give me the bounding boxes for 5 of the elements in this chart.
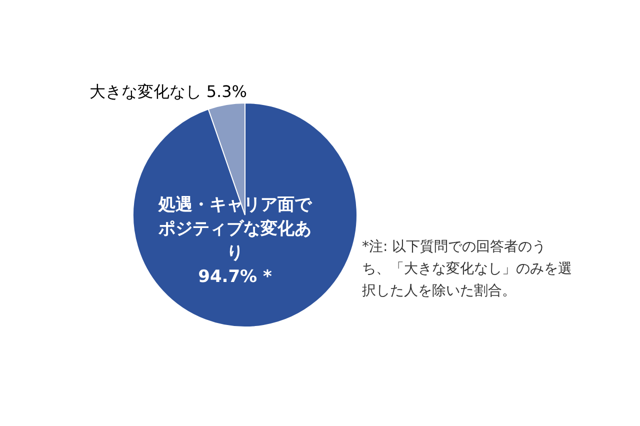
slice-label: 大きな変化なし 5.3% [89, 82, 247, 101]
text: *注: 以下質問での回答者のうち、「大きな変化なし」のみを選択した人を除いた割合。 [362, 239, 572, 299]
slice-label: 処遇・キャリア面でポジティブな変化あり [158, 195, 312, 263]
pie-slice [132, 102, 358, 328]
data-label: 94.7% * [198, 267, 272, 287]
